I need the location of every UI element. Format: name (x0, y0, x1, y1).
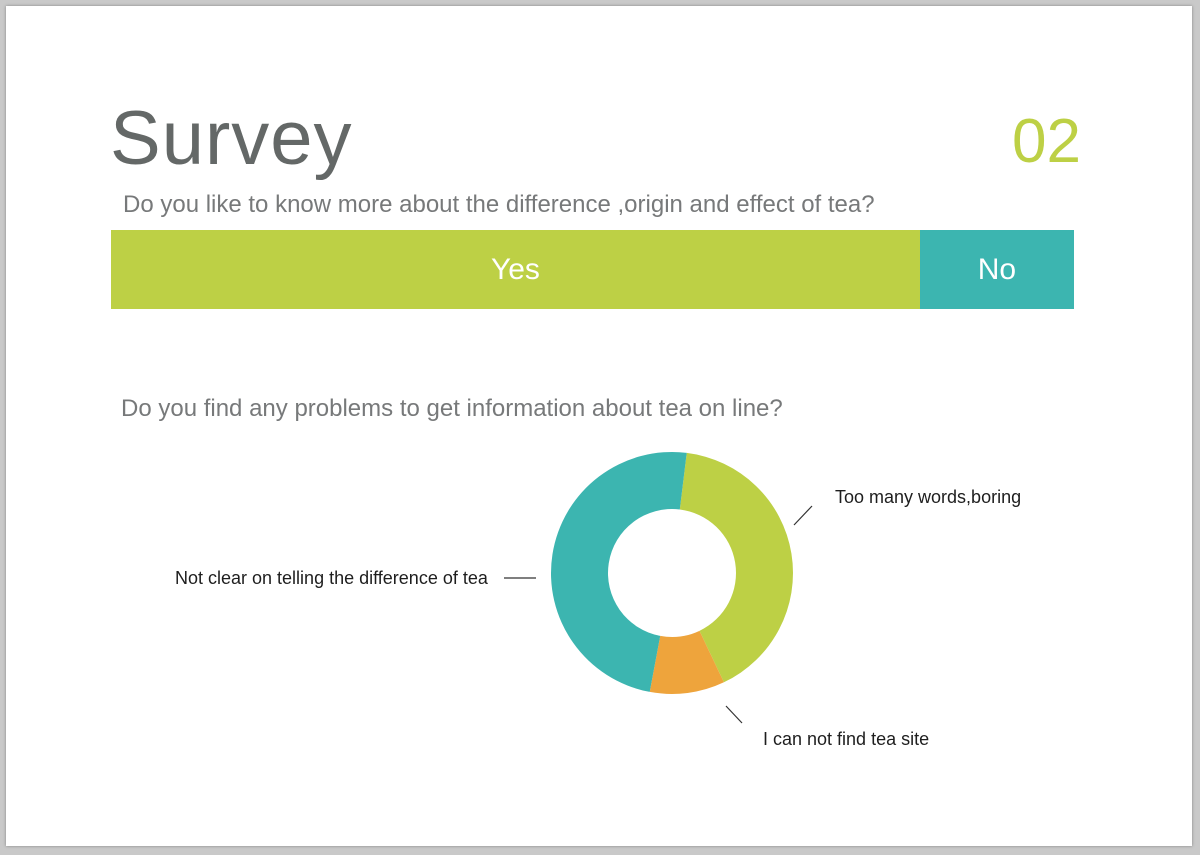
leader-line-cannot-find-site (725, 705, 743, 724)
donut-slice-not-clear (551, 452, 687, 692)
bar-segment-yes: Yes (111, 230, 920, 309)
survey-slide: Survey 02 Do you like to know more about… (6, 6, 1192, 846)
bar-label-no: No (977, 252, 1017, 286)
question-2: Do you find any problems to get informat… (121, 395, 783, 422)
donut-label-too-many-words: Too many words,boring (835, 487, 1022, 507)
bar-label-yes: Yes (490, 252, 540, 286)
page-number: 02 (1012, 107, 1081, 176)
donut-label-cannot-find-site: I can not find tea site (763, 729, 930, 749)
donut-label-not-clear: Not clear on telling the difference of t… (175, 568, 488, 588)
donut-chart (504, 452, 813, 724)
yes-no-stacked-bar: Yes No (111, 230, 1074, 309)
donut-slice-cannot-find-site (649, 630, 724, 694)
question-1: Do you like to know more about the diffe… (123, 191, 875, 218)
leader-line-too-many-words (793, 505, 813, 526)
bar-segment-no: No (919, 230, 1074, 309)
donut-slice-too-many-words (679, 452, 793, 683)
page-title: Survey (110, 96, 353, 181)
